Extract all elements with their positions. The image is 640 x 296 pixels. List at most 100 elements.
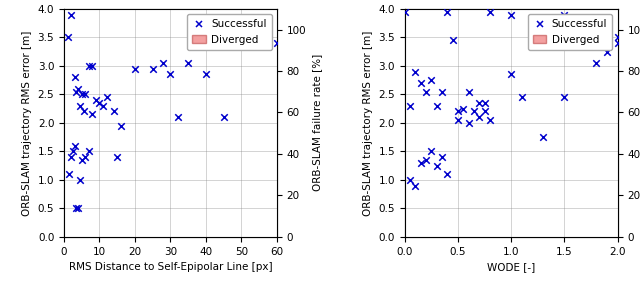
Point — [254, 38, 264, 43]
Point — [415, 81, 426, 85]
Point — [602, 49, 612, 54]
Point — [506, 12, 516, 17]
Point — [102, 95, 112, 99]
Point — [399, 9, 410, 14]
Point — [130, 66, 140, 71]
Point — [70, 143, 80, 148]
Point — [452, 109, 463, 114]
Point — [516, 95, 527, 99]
Point — [458, 106, 468, 111]
Point — [75, 177, 85, 182]
Bar — [241, 61, 277, 237]
Point — [405, 103, 415, 108]
Point — [109, 109, 119, 114]
Point — [71, 89, 81, 94]
Point — [219, 115, 229, 120]
Point — [70, 75, 80, 80]
Point — [183, 61, 193, 65]
Point — [479, 109, 490, 114]
Point — [437, 89, 447, 94]
Bar — [431, 133, 458, 237]
Point — [77, 92, 87, 97]
Bar — [538, 30, 564, 237]
Point — [591, 61, 602, 65]
Point — [80, 155, 90, 159]
Bar — [170, 154, 206, 237]
Point — [410, 183, 420, 188]
Bar — [206, 30, 241, 237]
Point — [116, 123, 126, 128]
Point — [437, 155, 447, 159]
Point — [172, 115, 182, 120]
Point — [474, 101, 484, 105]
Point — [148, 66, 158, 71]
Point — [484, 118, 495, 122]
Point — [84, 64, 94, 68]
Point — [463, 89, 474, 94]
X-axis label: WODE [-]: WODE [-] — [487, 262, 535, 272]
Point — [431, 163, 442, 168]
Point — [559, 95, 570, 99]
Point — [405, 177, 415, 182]
Bar — [458, 30, 484, 237]
Bar — [135, 50, 170, 237]
Point — [84, 149, 94, 154]
Point — [68, 149, 78, 154]
Bar — [404, 175, 431, 237]
Point — [73, 86, 83, 91]
Point — [80, 92, 90, 97]
Point — [612, 41, 623, 45]
Point — [73, 206, 83, 211]
Point — [415, 160, 426, 165]
Point — [87, 64, 97, 68]
Point — [158, 61, 168, 65]
Point — [410, 69, 420, 74]
Legend: Successful, Diverged: Successful, Diverged — [187, 14, 272, 50]
Point — [112, 155, 122, 159]
Point — [484, 9, 495, 14]
Point — [447, 38, 458, 43]
Legend: Successful, Diverged: Successful, Diverged — [528, 14, 612, 50]
Point — [506, 72, 516, 77]
Point — [452, 118, 463, 122]
Point — [71, 206, 81, 211]
Point — [431, 103, 442, 108]
Bar — [564, 123, 591, 237]
Point — [612, 35, 623, 40]
Point — [421, 157, 431, 162]
Point — [63, 35, 73, 40]
Bar — [64, 175, 99, 237]
Point — [479, 101, 490, 105]
Point — [421, 89, 431, 94]
Point — [442, 172, 452, 176]
Point — [463, 120, 474, 125]
Point — [538, 135, 548, 139]
Point — [236, 44, 246, 48]
Point — [165, 72, 175, 77]
Point — [75, 103, 85, 108]
Bar — [99, 92, 135, 237]
Point — [426, 149, 436, 154]
Point — [66, 155, 76, 159]
Bar — [591, 123, 618, 237]
X-axis label: RMS Distance to Self-Epipolar Line [px]: RMS Distance to Self-Epipolar Line [px] — [68, 262, 272, 272]
Point — [272, 41, 282, 45]
Point — [98, 103, 108, 108]
Y-axis label: ORB-SLAM failure rate [%]: ORB-SLAM failure rate [%] — [312, 54, 322, 192]
Point — [442, 9, 452, 14]
Point — [91, 98, 101, 102]
Point — [474, 115, 484, 120]
Bar — [511, 71, 538, 237]
Point — [94, 101, 104, 105]
Point — [426, 78, 436, 83]
Point — [78, 109, 88, 114]
Point — [66, 12, 76, 17]
Point — [468, 109, 479, 114]
Point — [87, 112, 97, 117]
Point — [77, 157, 87, 162]
Point — [201, 72, 211, 77]
Y-axis label: ORB-SLAM trajectory RMS error [m]: ORB-SLAM trajectory RMS error [m] — [22, 30, 32, 215]
Bar — [484, 123, 511, 237]
Y-axis label: ORB-SLAM trajectory RMS error [m]: ORB-SLAM trajectory RMS error [m] — [363, 30, 372, 215]
Point — [64, 172, 74, 176]
